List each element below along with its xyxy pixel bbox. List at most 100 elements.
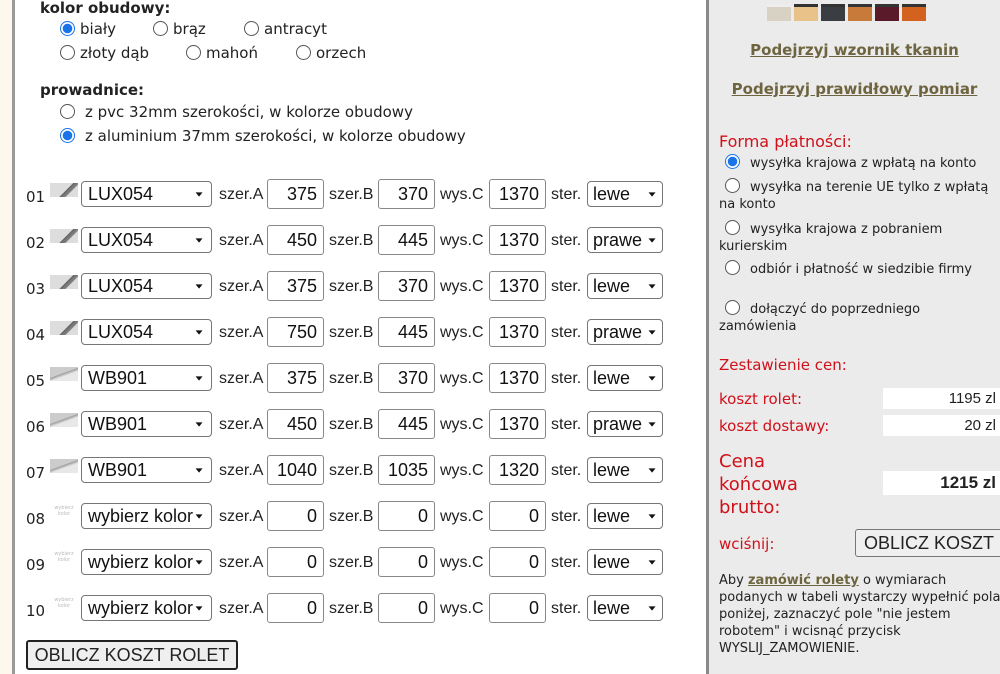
dimension-a-input[interactable]: 375 [267,271,324,301]
radio-button[interactable] [244,21,259,36]
dimension-b-input[interactable]: 1035 [378,455,435,485]
color-option[interactable]: mahoń [186,44,258,62]
dimension-b-input[interactable]: 0 [378,547,435,577]
dimension-b-input[interactable]: 0 [378,593,435,623]
control-side-select[interactable]: prawe ▼ [587,319,663,345]
swatch[interactable] [794,4,818,21]
control-side-select[interactable]: prawe ▼ [587,227,663,253]
payment-option[interactable]: dołączyć do poprzedniego zamówienia [719,300,999,335]
radio-button[interactable] [725,220,740,235]
color-option[interactable]: złoty dąb [60,44,149,62]
control-side-select[interactable]: lewe ▼ [587,181,663,207]
total-value: 1215 zl [883,471,1000,495]
color-select[interactable]: LUX054 ▼ [81,227,212,253]
radio-button[interactable] [725,178,740,193]
payment-option[interactable]: wysyłka krajowa z wpłatą na konto [719,154,999,172]
fabric-sample-link[interactable]: Podejrzyj wzornik tkanin [750,41,959,59]
dimension-a-input[interactable]: 450 [267,225,324,255]
color-option[interactable]: orzech [296,44,366,62]
dimension-a-input[interactable]: 0 [267,547,324,577]
swatch[interactable] [821,4,845,21]
dimension-label: szer.B [329,278,374,295]
calculate-cost-button[interactable]: OBLICZ KOSZT [855,529,1000,557]
dimension-b-input[interactable]: 370 [378,363,435,393]
dimension-c-input[interactable]: 1320 [489,455,546,485]
dimension-a-input[interactable]: 750 [267,317,324,347]
payment-option[interactable]: odbiór i płatność w siedzibie firmy [719,260,999,278]
radio-button[interactable] [296,45,311,60]
color-select[interactable]: LUX054 ▼ [81,273,212,299]
radio-button[interactable] [725,154,740,169]
dimension-a-input[interactable]: 450 [267,409,324,439]
selected-value: WB901 [88,368,148,388]
control-side-select[interactable]: lewe ▼ [587,549,663,575]
color-select[interactable]: WB901 ▼ [81,365,212,391]
payment-option[interactable]: wysyłka krajowa z pobraniem kurierskim [719,220,999,255]
dimension-a-input[interactable]: 0 [267,593,324,623]
chevron-down-icon: ▼ [646,235,658,245]
dimension-b-input[interactable]: 445 [378,317,435,347]
selected-value: lewe [593,506,631,526]
radio-button[interactable] [60,128,75,143]
payment-option[interactable]: wysyłka na terenie UE tylko z wpłatą na … [719,178,999,213]
dimension-b-input[interactable]: 445 [378,409,435,439]
color-option[interactable]: brąz [153,20,206,38]
fabric-thumbnail [50,367,78,381]
dimension-label: szer.A [219,600,264,617]
color-select[interactable]: LUX054 ▼ [81,181,212,207]
dimension-c-input[interactable]: 0 [489,501,546,531]
dimension-c-input[interactable]: 1370 [489,409,546,439]
color-option[interactable]: antracyt [244,20,327,38]
control-side-select[interactable]: prawe ▼ [587,411,663,437]
swatch[interactable] [848,4,872,21]
radio-button[interactable] [60,21,75,36]
dimension-b-input[interactable]: 0 [378,501,435,531]
radio-button[interactable] [725,300,740,315]
dimension-c-input[interactable]: 1370 [489,179,546,209]
color-select[interactable]: LUX054 ▼ [81,319,212,345]
dimension-a-input[interactable]: 375 [267,179,324,209]
order-blinds-link[interactable]: zamówić rolety [747,573,859,588]
calculate-blinds-button[interactable]: OBLICZ KOSZT ROLET [26,640,238,670]
color-select[interactable]: wybierz kolor ▼ [81,549,212,575]
dimension-a-input[interactable]: 0 [267,501,324,531]
dimension-c-input[interactable]: 1370 [489,271,546,301]
radio-button[interactable] [186,45,201,60]
swatch[interactable] [875,4,899,21]
radio-button[interactable] [60,45,75,60]
chevron-down-icon: ▼ [193,557,205,567]
guide-option[interactable]: z pvc 32mm szerokości, w kolorze obudowy [60,103,413,121]
color-select[interactable]: wybierz kolor ▼ [81,595,212,621]
color-option[interactable]: biały [60,20,116,38]
dimension-b-input[interactable]: 445 [378,225,435,255]
measurement-link[interactable]: Podejrzyj prawidłowy pomiar [731,80,978,98]
control-side-select[interactable]: lewe ▼ [587,457,663,483]
dimension-b-input[interactable]: 370 [378,271,435,301]
swatch[interactable] [767,4,791,21]
row-number: 01 [26,188,46,206]
chevron-down-icon: ▼ [193,603,205,613]
radio-button[interactable] [60,104,75,119]
dimension-label: wys.C [440,462,484,479]
dimension-a-input[interactable]: 1040 [267,455,324,485]
color-select[interactable]: wybierz kolor ▼ [81,503,212,529]
fabric-thumbnail: wybierz kolor [54,597,74,609]
color-select[interactable]: WB901 ▼ [81,411,212,437]
dimension-c-input[interactable]: 1370 [489,317,546,347]
control-side-select[interactable]: lewe ▼ [587,273,663,299]
dimension-c-input[interactable]: 0 [489,593,546,623]
swatch[interactable] [902,4,926,21]
control-side-select[interactable]: lewe ▼ [587,595,663,621]
dimension-c-input[interactable]: 0 [489,547,546,577]
radio-button[interactable] [153,21,168,36]
guide-option[interactable]: z aluminium 37mm szerokości, w kolorze o… [60,127,466,145]
color-select[interactable]: WB901 ▼ [81,457,212,483]
dimension-b-input[interactable]: 370 [378,179,435,209]
selected-value: wybierz kolor [88,552,194,572]
radio-button[interactable] [725,260,740,275]
dimension-c-input[interactable]: 1370 [489,225,546,255]
dimension-a-input[interactable]: 375 [267,363,324,393]
dimension-c-input[interactable]: 1370 [489,363,546,393]
control-side-select[interactable]: lewe ▼ [587,365,663,391]
control-side-select[interactable]: lewe ▼ [587,503,663,529]
